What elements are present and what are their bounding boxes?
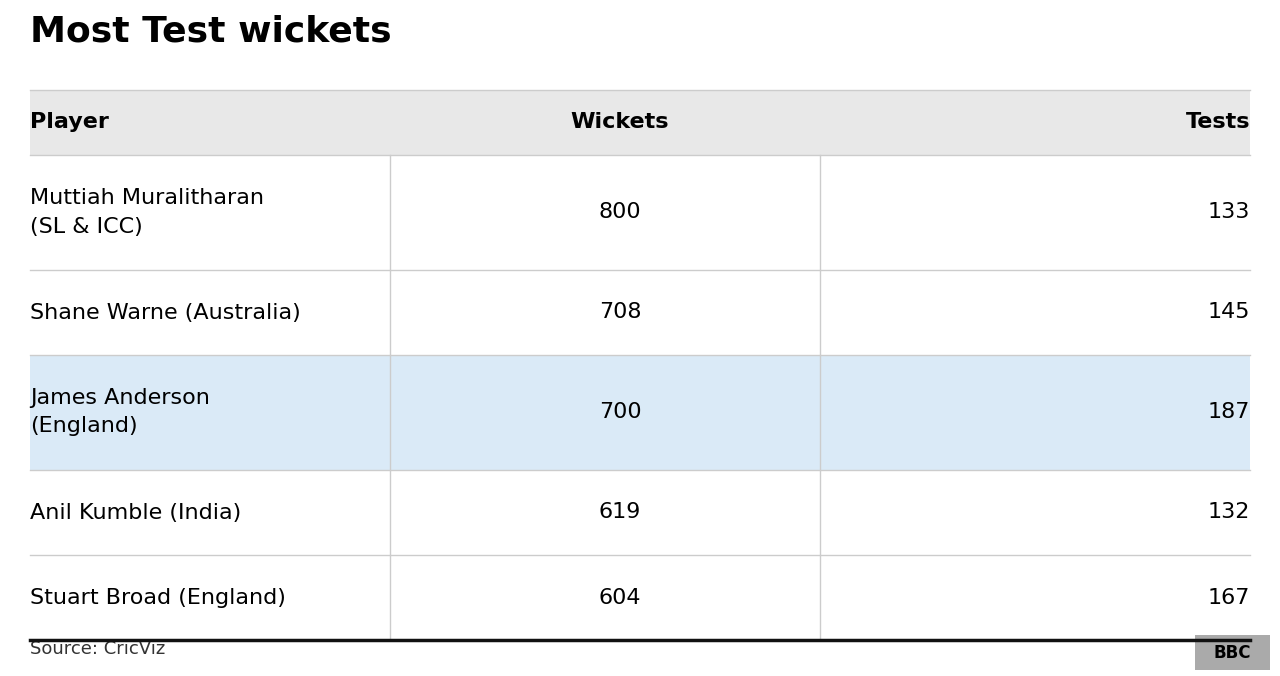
Bar bbox=[29, 270, 1251, 355]
Text: Tests: Tests bbox=[1185, 112, 1251, 132]
Bar bbox=[1196, 635, 1270, 670]
Text: 708: 708 bbox=[599, 302, 641, 322]
Text: Stuart Broad (England): Stuart Broad (England) bbox=[29, 587, 285, 608]
Text: 145: 145 bbox=[1207, 302, 1251, 322]
Text: James Anderson
(England): James Anderson (England) bbox=[29, 389, 210, 437]
Text: Wickets: Wickets bbox=[571, 112, 669, 132]
Text: Player: Player bbox=[29, 112, 109, 132]
Text: 800: 800 bbox=[599, 203, 641, 222]
Text: 604: 604 bbox=[599, 587, 641, 608]
Text: 187: 187 bbox=[1207, 402, 1251, 422]
Text: 700: 700 bbox=[599, 402, 641, 422]
Text: Muttiah Muralitharan
(SL & ICC): Muttiah Muralitharan (SL & ICC) bbox=[29, 189, 264, 237]
Text: 167: 167 bbox=[1207, 587, 1251, 608]
Text: Shane Warne (Australia): Shane Warne (Australia) bbox=[29, 302, 301, 322]
Bar bbox=[29, 555, 1251, 640]
Text: Anil Kumble (India): Anil Kumble (India) bbox=[29, 502, 241, 523]
Text: 133: 133 bbox=[1207, 203, 1251, 222]
Bar bbox=[29, 355, 1251, 470]
Bar bbox=[29, 470, 1251, 555]
Text: 132: 132 bbox=[1207, 502, 1251, 523]
Text: Most Test wickets: Most Test wickets bbox=[29, 15, 392, 49]
Text: BBC: BBC bbox=[1213, 644, 1252, 662]
Text: 619: 619 bbox=[599, 502, 641, 523]
Bar bbox=[29, 155, 1251, 270]
Bar bbox=[29, 90, 1251, 155]
Text: Source: CricViz: Source: CricViz bbox=[29, 640, 165, 658]
